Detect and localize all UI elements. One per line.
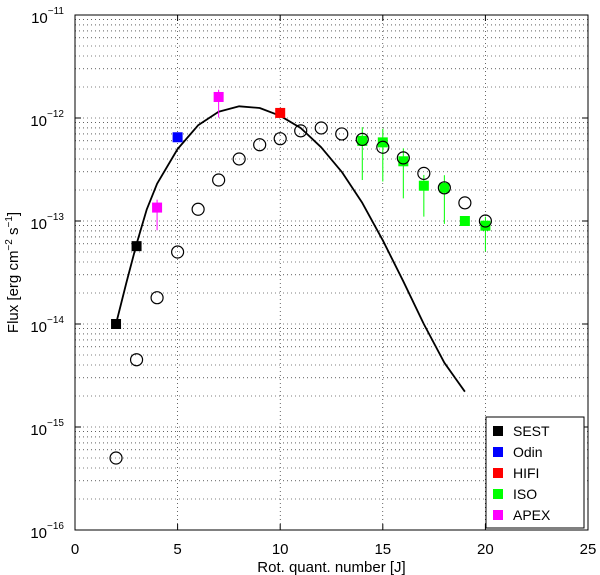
x-tick-label: 20: [477, 541, 494, 558]
y-tick-label: 10−12: [30, 109, 64, 130]
y-tick-label: 10−15: [30, 418, 64, 439]
legend-label: SEST: [513, 423, 550, 439]
data-point-iso: [480, 220, 491, 231]
x-tick-label: 25: [580, 541, 597, 558]
legend-label: ISO: [513, 486, 537, 502]
data-point-odin: [172, 132, 183, 143]
model-point: [355, 132, 369, 146]
x-tick-label: 10: [272, 541, 289, 558]
model-point: [150, 291, 164, 305]
data-point-hifi: [275, 107, 286, 118]
legend-label: APEX: [513, 507, 551, 523]
data-point-iso: [439, 182, 450, 193]
model-point: [294, 124, 308, 138]
legend-swatch: [493, 426, 503, 436]
legend-swatch: [493, 489, 503, 499]
data-point-iso: [377, 137, 388, 148]
model-point: [109, 451, 123, 465]
axis-ticks: [74, 14, 589, 531]
model-point: [232, 152, 246, 166]
model-point: [212, 173, 226, 187]
y-axis-label: Flux [erg cm−2 s−1]: [4, 212, 22, 333]
y-tick-label: 10−14: [30, 315, 64, 336]
model-point: [253, 138, 267, 152]
model-point: [335, 127, 349, 141]
legend-swatch: [493, 447, 503, 457]
model-point: [417, 166, 431, 180]
legend-swatch: [493, 468, 503, 478]
data-point-sest: [131, 241, 142, 252]
y-tick-label: 10−13: [30, 212, 64, 233]
model-point: [314, 121, 328, 135]
data-point-apex: [213, 91, 224, 102]
legend: SEST Odin HIFI ISO APEX: [485, 416, 585, 529]
grid: [75, 15, 588, 531]
model-point: [396, 151, 410, 165]
data-point-iso: [459, 216, 470, 226]
plot-frame: [74, 14, 589, 531]
data-point-apex: [152, 202, 163, 213]
x-tick-label: 5: [173, 541, 181, 558]
model-curve-line: [115, 105, 466, 393]
x-axis-label: Rot. quant. number [J]: [257, 559, 405, 575]
model-point: [458, 196, 472, 210]
y-tick-label: 10−11: [31, 6, 64, 27]
x-tick-labels: 0 5 10 15 20 25: [71, 541, 597, 558]
model-point: [191, 202, 205, 216]
model-point: [273, 132, 287, 146]
y-tick-labels: 10−16 10−15 10−14 10−13 10−12 10−11: [30, 6, 64, 542]
data-point-sest: [111, 319, 122, 329]
model-curve: [115, 105, 466, 393]
y-tick-label: 10−16: [30, 521, 64, 542]
data-point-iso: [398, 156, 409, 167]
model-point: [171, 245, 185, 259]
model-point: [376, 140, 390, 154]
legend-swatch: [493, 510, 503, 520]
legend-label: HIFI: [513, 465, 539, 481]
x-tick-label: 0: [71, 541, 79, 558]
data-points: [109, 89, 492, 465]
data-point-iso: [418, 180, 429, 191]
data-point-iso: [357, 135, 368, 146]
model-point: [478, 214, 492, 228]
model-point: [437, 181, 451, 195]
x-tick-label: 15: [374, 541, 391, 558]
model-point: [129, 353, 144, 367]
legend-label: Odin: [513, 444, 543, 460]
